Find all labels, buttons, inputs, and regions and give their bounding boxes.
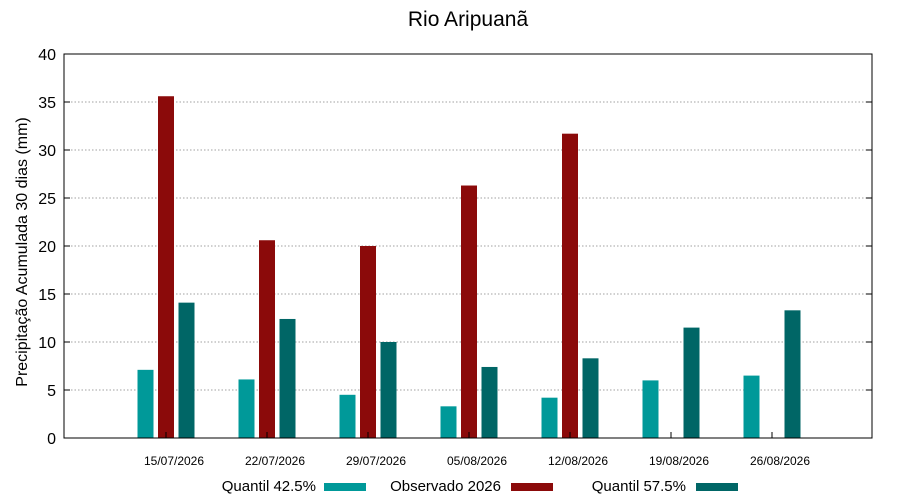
x-tick-label: 26/08/2026	[750, 454, 810, 468]
y-tick-label: 25	[38, 191, 56, 208]
bar-quantil-42-5--6	[743, 375, 760, 438]
y-tick-label: 20	[38, 239, 56, 256]
bar-quantil-42-5--4	[541, 397, 558, 438]
x-tick-label: 29/07/2026	[346, 454, 406, 468]
chart-title: Rio Aripuanã	[408, 8, 529, 31]
x-axis-ticks: 15/07/2026 22/07/2026 29/07/2026 05/08/2026…	[144, 432, 810, 468]
y-tick-label: 15	[38, 287, 56, 304]
plot-frame	[63, 53, 873, 439]
x-tick-label: 22/07/2026	[245, 454, 305, 468]
bar-quantil-57-5--1	[279, 318, 296, 438]
x-tick-label: 12/08/2026	[548, 454, 608, 468]
bars	[137, 96, 801, 439]
y-tick-label: 10	[38, 335, 56, 352]
legend-label: Observado 2026	[390, 478, 501, 495]
bar-quantil-42-5--0	[137, 369, 154, 438]
legend-label: Quantil 42.5%	[222, 478, 316, 495]
bar-observado-2026-3	[461, 185, 477, 438]
bar-quantil-42-5--3	[440, 406, 457, 438]
y-axis-ticks: 0 5 10 15 20 25 30 35 40	[38, 47, 872, 448]
bar-quantil-57-5--2	[380, 342, 397, 438]
legend-swatch	[511, 483, 553, 491]
bar-observado-2026-1	[259, 240, 275, 438]
y-tick-label: 30	[38, 143, 56, 160]
bar-quantil-42-5--1	[238, 379, 255, 438]
bar-observado-2026-0	[158, 96, 174, 439]
y-tick-label: 40	[38, 47, 56, 64]
bar-observado-2026-2	[360, 246, 376, 438]
bar-quantil-57-5--4	[582, 358, 599, 438]
x-tick-label: 05/08/2026	[447, 454, 507, 468]
y-tick-label: 0	[47, 431, 56, 448]
y-tick-label: 5	[47, 383, 56, 400]
bar-quantil-57-5--5	[683, 327, 700, 438]
bar-observado-2026-4	[562, 133, 578, 438]
bar-quantil-57-5--0	[178, 302, 195, 438]
x-tick-label: 15/07/2026	[144, 454, 204, 468]
legend-swatch	[696, 483, 738, 491]
x-tick-label: 19/08/2026	[649, 454, 709, 468]
bar-quantil-42-5--5	[642, 380, 659, 438]
legend-label: Quantil 57.5%	[592, 478, 686, 495]
y-tick-label: 35	[38, 95, 56, 112]
bar-quantil-42-5--2	[339, 394, 356, 438]
legend: Quantil 42.5% Observado 2026 Quantil 57.5%	[222, 478, 738, 495]
bar-quantil-57-5--6	[784, 310, 801, 438]
bar-quantil-57-5--3	[481, 366, 498, 438]
y-axis-label: Precipitação Acumulada 30 dias (mm)	[14, 117, 31, 386]
legend-swatch	[324, 483, 366, 491]
